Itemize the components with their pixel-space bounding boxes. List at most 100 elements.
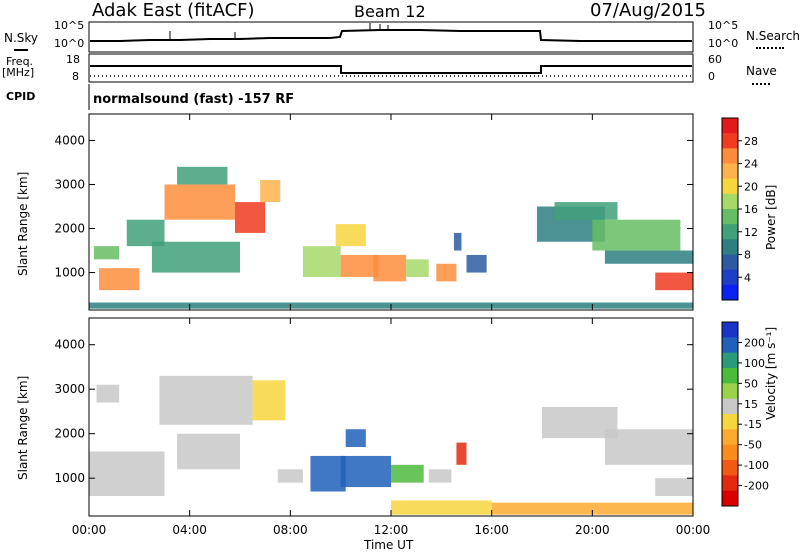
nave-tick-0: 0 (708, 70, 715, 83)
power-colorbar-tick-label: 8 (744, 249, 751, 262)
power-colorbar-swatch (722, 239, 738, 255)
velocity-colorbar-tick-label: -200 (744, 480, 769, 493)
velocity-colorbar-swatch (722, 337, 738, 354)
nsearch-label: N.Search (746, 29, 800, 43)
station-title: Adak East (fitACF) (92, 0, 255, 21)
velocity-colorbar-swatch (722, 322, 738, 338)
xtick-label: 00:00 (72, 523, 107, 537)
velocity-colorbar-tick-label: 50 (744, 377, 758, 390)
power-cell (151, 241, 240, 273)
power-colorbar-label: Power [dB] (764, 184, 778, 250)
power-ytick-label: 2000 (54, 222, 85, 236)
sky-noise-strip (88, 21, 694, 110)
power-colorbar-swatch (722, 193, 738, 210)
velocity-colorbar-tick-label: -50 (744, 439, 762, 452)
xtick-label: 00:00 (676, 523, 711, 537)
velocity-cell (345, 429, 366, 448)
power-colorbar-tick-label: 12 (744, 226, 758, 239)
velocity-cell (340, 455, 391, 488)
power-cell (655, 272, 693, 291)
velocity-ytick-label: 3000 (54, 382, 85, 396)
velocity-cell (604, 429, 693, 465)
xaxis-title: Time UT (364, 538, 414, 552)
velocity-colorbar-frame (721, 321, 739, 507)
power-cell (466, 254, 487, 273)
power-colorbar-tick-label: 20 (744, 180, 758, 193)
velocity-cell (428, 469, 452, 483)
xtick-label: 08:00 (273, 523, 308, 537)
power-cell (604, 250, 693, 264)
power-colorbar-swatch (722, 254, 738, 271)
beam-label: Beam 12 (354, 2, 426, 21)
date-label: 07/Aug/2015 (590, 0, 706, 21)
sky-tick-top-left: 10^5 (54, 19, 85, 32)
velocity-cell (391, 500, 492, 515)
velocity-colorbar-swatch (722, 368, 738, 384)
velocity-colorbar-swatch (722, 414, 738, 430)
velocity-cell (391, 464, 424, 483)
power-cell (260, 180, 281, 203)
velocity-cell (491, 502, 693, 515)
freq-tick-18: 18 (66, 53, 80, 66)
velocity-colorbar-swatch (722, 429, 738, 446)
power-colorbar-swatch (722, 284, 738, 301)
power-colorbar-tick-label: 24 (744, 158, 758, 171)
nsky-legend-line (14, 49, 28, 51)
power-colorbar-swatch (722, 224, 738, 240)
velocity-colorbar-swatch (722, 383, 738, 400)
velocity-ytick-label: 1000 (54, 471, 85, 485)
power-colorbar-swatch (722, 118, 738, 134)
nsearch-legend-dots (756, 47, 784, 49)
power-cell (234, 202, 266, 233)
velocity-colorbar-swatch (722, 352, 738, 369)
nsky-trace (90, 29, 692, 42)
velocity-colorbar-tick-label: 200 (744, 336, 765, 349)
velocity-cell (177, 433, 240, 470)
power-colorbar-swatch (722, 148, 738, 164)
velocity-cell (252, 380, 286, 421)
freq-unit-label: [MHz] (2, 66, 35, 79)
velocity-colorbar-label: Velocity [m s⁻¹] (764, 326, 778, 420)
power-colorbar-swatch (722, 163, 738, 180)
cpid-text: normalsound (fast) -157 RF (93, 92, 295, 107)
velocity-ylabel: Slant Range [km] (16, 375, 30, 480)
power-colorbar-swatch (722, 269, 738, 286)
sky-tick-bottom-left: 10^0 (54, 37, 85, 50)
nave-tick-60: 60 (708, 53, 722, 66)
power-cell (99, 268, 140, 291)
power-ylabel: Slant Range [km] (16, 171, 30, 276)
xtick-label: 20:00 (575, 523, 610, 537)
freq-label: Freq. (6, 55, 34, 68)
power-colorbar-tick-label: 4 (744, 271, 751, 284)
power-cell (340, 254, 379, 277)
power-cell (177, 166, 228, 185)
power-cell (302, 246, 341, 277)
power-ytick-label: 4000 (54, 133, 85, 147)
velocity-cell (655, 478, 693, 496)
nave-label: Nave (746, 64, 777, 78)
power-cell (94, 246, 120, 260)
power-cell (436, 263, 457, 282)
velocity-cell (89, 451, 165, 496)
xtick-label: 12:00 (374, 523, 409, 537)
power-colorbar-swatch (722, 209, 738, 225)
velocity-colorbar-tick-label: -100 (744, 459, 769, 472)
freq-tick-8: 8 (72, 70, 79, 83)
velocity-colorbar-swatch (722, 490, 738, 507)
power-cell (164, 184, 235, 220)
velocity-cell (159, 375, 253, 425)
power-colorbar-tick-label: 16 (744, 203, 758, 216)
xtick-label: 04:00 (172, 523, 207, 537)
power-cell (453, 232, 462, 251)
velocity-colorbar-tick-label: -15 (744, 418, 762, 431)
sky-tick-bottom-right: 10^0 (708, 37, 739, 50)
power-cell (335, 224, 366, 247)
velocity-cell (456, 442, 467, 465)
cpid-label: CPID (6, 90, 36, 103)
velocity-ytick-label: 2000 (54, 427, 85, 441)
power-cell (592, 219, 681, 251)
velocity-colorbar-swatch (722, 444, 738, 461)
power-ytick-label: 1000 (54, 266, 85, 280)
power-colorbar-swatch (722, 178, 738, 195)
